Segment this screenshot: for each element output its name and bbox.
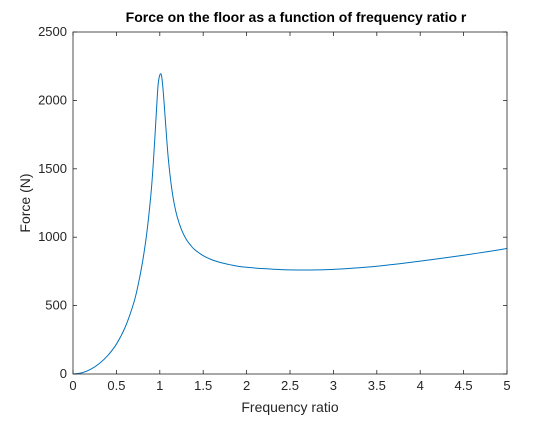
x-tick-label: 2.5 bbox=[281, 378, 299, 393]
y-tick-label: 0 bbox=[60, 366, 67, 381]
y-tick-label: 2000 bbox=[38, 92, 67, 107]
x-tick-label: 4.5 bbox=[455, 378, 473, 393]
series-layer bbox=[72, 73, 508, 375]
series-line-force bbox=[72, 73, 508, 375]
x-tick-label: 2 bbox=[243, 378, 250, 393]
y-tick-label: 2500 bbox=[38, 24, 67, 39]
x-tick-label: 0 bbox=[69, 378, 76, 393]
x-tick-label: 1.5 bbox=[194, 378, 212, 393]
y-tick-label: 1000 bbox=[38, 229, 67, 244]
x-axis-label: Frequency ratio bbox=[241, 399, 338, 415]
y-tick-label: 1500 bbox=[38, 161, 67, 176]
x-axis-ticks: 0 0.5 1 1.5 2 2.5 3 3.5 4 4.5 5 bbox=[69, 32, 511, 393]
x-tick-label: 4 bbox=[417, 378, 424, 393]
y-axis-label: Force (N) bbox=[17, 173, 33, 232]
y-axis-ticks: 0 500 1000 1500 2000 2500 bbox=[38, 24, 507, 381]
axes-box bbox=[72, 31, 508, 375]
x-tick-label: 0.5 bbox=[107, 378, 125, 393]
chart-title: Force on the floor as a function of freq… bbox=[126, 9, 467, 25]
x-tick-label: 1 bbox=[156, 378, 163, 393]
plot-area bbox=[73, 32, 507, 374]
y-tick-label: 500 bbox=[45, 298, 67, 313]
x-tick-label: 5 bbox=[503, 378, 510, 393]
x-tick-label: 3.5 bbox=[368, 378, 386, 393]
x-tick-label: 3 bbox=[330, 378, 337, 393]
